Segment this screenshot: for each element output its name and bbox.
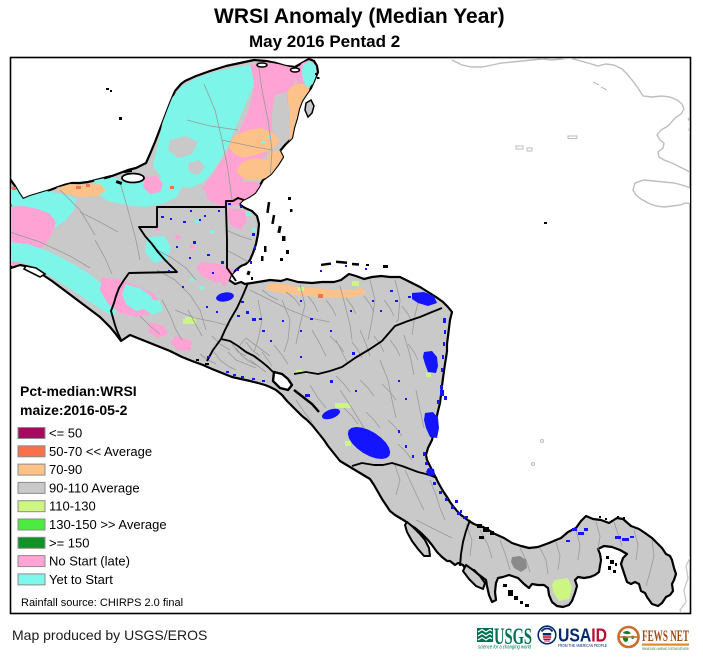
svg-text:FAMINE EARLY WARNING SYSTEMS N: FAMINE EARLY WARNING SYSTEMS NETWORK [642,647,689,651]
svg-text:90-110 Average: 90-110 Average [49,480,140,495]
svg-text:USGS: USGS [494,624,532,649]
svg-text:Pct-median:WRSI: Pct-median:WRSI [20,383,137,399]
svg-text:science for a changing world: science for a changing world [478,645,532,651]
svg-text:Rainfall source: CHIRPS 2.0 fi: Rainfall source: CHIRPS 2.0 final [21,597,183,609]
svg-text:Yet to Start: Yet to Start [49,572,113,587]
svg-text:USAID: USAID [558,625,607,646]
svg-text:FEWS NET: FEWS NET [642,628,689,645]
svg-text:70-90: 70-90 [49,462,82,477]
svg-text:110-130: 110-130 [49,499,96,514]
svg-text:FROM THE AMERICAN PEOPLE: FROM THE AMERICAN PEOPLE [558,643,607,649]
svg-text:50-70 << Average: 50-70 << Average [49,444,152,459]
svg-text:maize:2016-05-2: maize:2016-05-2 [20,402,128,418]
svg-text:130-150 >> Average: 130-150 >> Average [49,517,167,532]
svg-text:>= 150: >= 150 [49,535,90,550]
svg-text:No Start (late): No Start (late) [49,554,130,569]
svg-text:<= 50: <= 50 [49,426,82,441]
